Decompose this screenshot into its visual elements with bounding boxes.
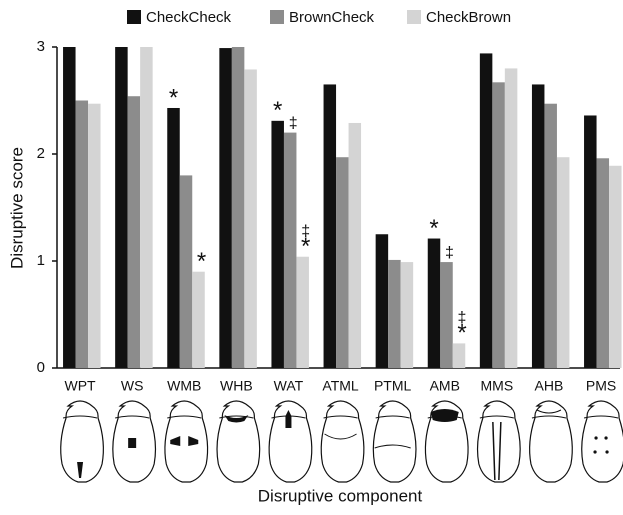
beetle-icon bbox=[530, 401, 573, 482]
legend-label: CheckCheck bbox=[146, 9, 232, 26]
bar bbox=[376, 234, 389, 368]
y-tick-label: 2 bbox=[37, 145, 45, 162]
beetle-icon bbox=[113, 401, 156, 482]
bar bbox=[480, 53, 493, 368]
x-tick-label: WAT bbox=[274, 378, 304, 394]
legend-swatch bbox=[270, 10, 284, 24]
bar bbox=[428, 239, 441, 368]
x-tick-label: AHB bbox=[535, 378, 564, 394]
significance-marker: * bbox=[197, 248, 206, 275]
icon-part bbox=[373, 401, 416, 482]
significance-marker: * bbox=[301, 233, 310, 260]
icon-part bbox=[431, 409, 459, 422]
bar bbox=[492, 82, 505, 368]
x-tick-label: WS bbox=[121, 378, 144, 394]
bar bbox=[219, 48, 232, 368]
bar bbox=[271, 121, 284, 368]
beetle-icon bbox=[61, 401, 104, 482]
beetle-icon bbox=[373, 401, 416, 482]
beetle-icon bbox=[478, 401, 521, 482]
bar bbox=[192, 272, 205, 368]
bar bbox=[76, 101, 89, 369]
significance-marker: * bbox=[169, 84, 178, 111]
bar bbox=[336, 157, 349, 368]
bar bbox=[140, 47, 153, 368]
bar bbox=[453, 343, 466, 368]
bar bbox=[532, 84, 545, 368]
x-tick-label: AMB bbox=[430, 378, 460, 394]
bar bbox=[544, 104, 557, 368]
bar bbox=[324, 84, 337, 368]
x-tick-label: PTML bbox=[374, 378, 412, 394]
beetle-icon bbox=[582, 401, 623, 482]
significance-marker: ‡ bbox=[289, 115, 298, 132]
icon-part bbox=[217, 401, 260, 482]
beetle-icon bbox=[425, 401, 468, 482]
bar bbox=[557, 157, 570, 368]
beetle-icon bbox=[165, 401, 208, 482]
legend-label: BrownCheck bbox=[289, 9, 375, 26]
significance-marker: ‡ bbox=[445, 244, 454, 261]
legend-label: CheckBrown bbox=[426, 9, 511, 26]
bar bbox=[88, 104, 101, 368]
x-axis-label: Disruptive component bbox=[258, 486, 423, 505]
icon-part bbox=[594, 436, 597, 439]
icon-part bbox=[431, 409, 459, 422]
y-tick-label: 3 bbox=[37, 38, 45, 55]
legend-swatch bbox=[127, 10, 141, 24]
y-tick-label: 0 bbox=[37, 359, 45, 376]
x-tick-label: PMS bbox=[586, 378, 616, 394]
y-tick-label: 1 bbox=[37, 252, 45, 269]
bar bbox=[609, 166, 622, 368]
significance-marker: * bbox=[429, 215, 438, 242]
bar bbox=[115, 47, 128, 368]
significance-marker: * bbox=[457, 320, 466, 347]
bar bbox=[244, 69, 257, 368]
bar bbox=[440, 262, 453, 368]
bar bbox=[401, 262, 414, 368]
beetle-icon bbox=[269, 401, 312, 482]
bar bbox=[597, 158, 610, 368]
bar bbox=[388, 260, 401, 368]
icon-part bbox=[128, 438, 136, 448]
icon-part bbox=[605, 450, 608, 453]
icon-part bbox=[128, 438, 136, 448]
x-tick-label: WHB bbox=[220, 378, 253, 394]
beetle-icon bbox=[217, 401, 260, 482]
bar bbox=[584, 115, 597, 368]
bar bbox=[232, 47, 245, 368]
icon-part bbox=[321, 401, 364, 482]
x-tick-label: ATML bbox=[322, 378, 359, 394]
bar bbox=[180, 175, 193, 368]
significance-marker: * bbox=[273, 97, 282, 124]
bar bbox=[296, 257, 309, 368]
chart: Disruptive component Disruptive score 0 1… bbox=[0, 0, 623, 510]
beetle-icon bbox=[321, 401, 364, 482]
bar bbox=[349, 123, 362, 368]
x-tick-label: WMB bbox=[167, 378, 201, 394]
x-tick-label: MMS bbox=[481, 378, 514, 394]
legend-swatch bbox=[407, 10, 421, 24]
x-tick-label: WPT bbox=[64, 378, 96, 394]
bar bbox=[63, 47, 76, 368]
bar bbox=[167, 108, 180, 368]
bar bbox=[505, 68, 517, 368]
icon-part bbox=[593, 450, 596, 453]
icon-part bbox=[604, 436, 607, 439]
bar bbox=[284, 133, 297, 368]
icon-part bbox=[269, 401, 312, 482]
y-axis-label: Disruptive score bbox=[7, 147, 26, 269]
icon-part bbox=[582, 401, 623, 482]
bar bbox=[128, 96, 140, 368]
